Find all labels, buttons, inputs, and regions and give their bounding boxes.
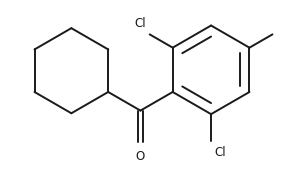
- Text: Cl: Cl: [215, 146, 226, 159]
- Text: Cl: Cl: [134, 17, 146, 30]
- Text: O: O: [136, 150, 145, 163]
